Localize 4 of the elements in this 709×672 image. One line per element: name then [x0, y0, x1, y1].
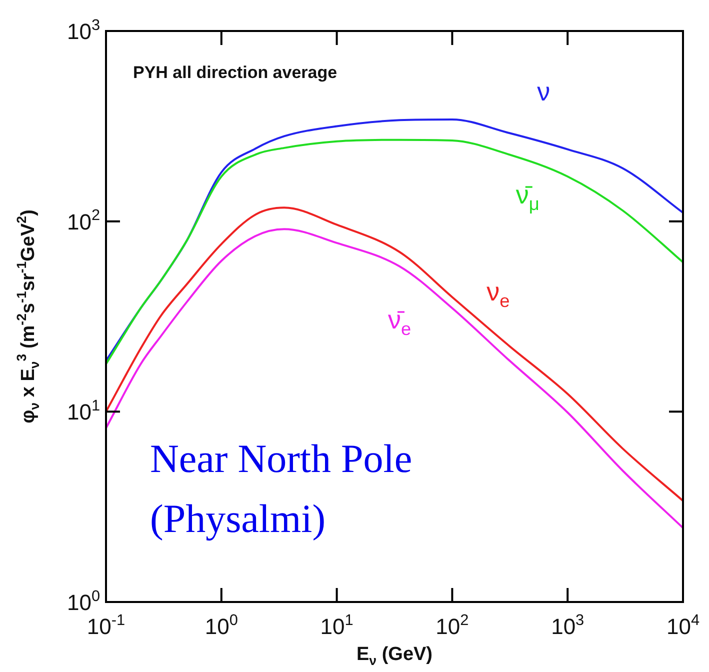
text: φν x Eν3 (m-2s-1sr-1GeV2): [14, 210, 42, 424]
text: PYH all direction average: [133, 63, 338, 82]
annotation: Near North Pole (Physalmi): [150, 436, 412, 541]
series-label: ν: [537, 76, 550, 107]
